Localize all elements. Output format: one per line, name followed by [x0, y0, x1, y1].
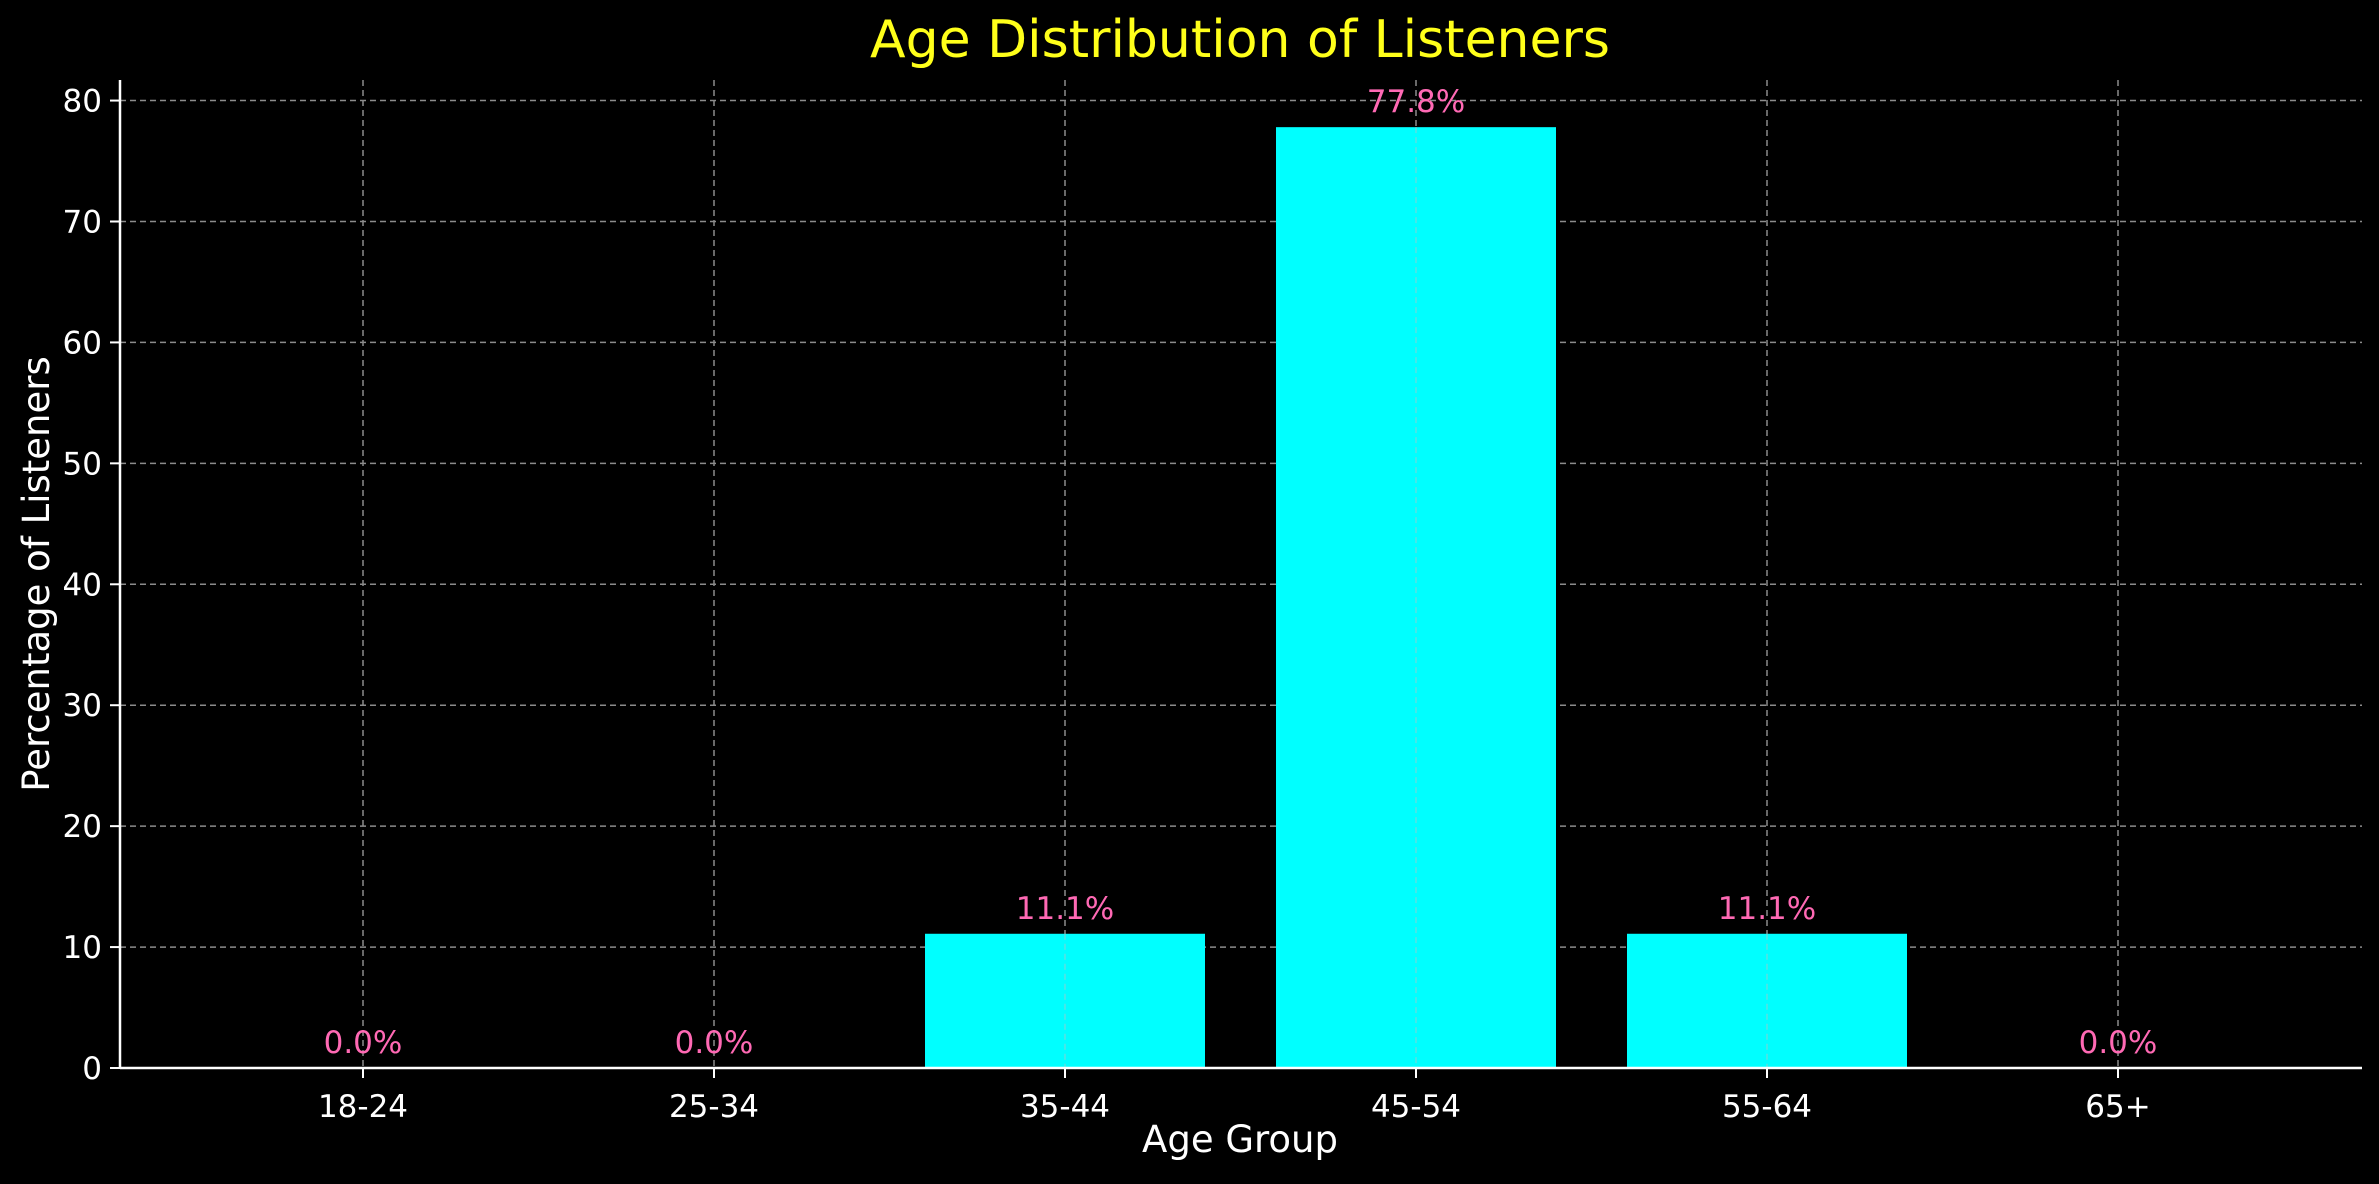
y-tick-label: 50	[63, 446, 102, 482]
x-tick-label: 35-44	[1020, 1089, 1110, 1125]
y-tick-label: 70	[63, 204, 102, 240]
gridlines	[120, 80, 2362, 1068]
y-tick-label: 80	[63, 84, 102, 120]
axes	[118, 80, 2362, 1070]
y-tick-label: 60	[63, 325, 102, 361]
x-tick-label: 18-24	[318, 1089, 408, 1125]
bars	[925, 127, 1907, 1069]
value-labels: 0.0% 0.0% 11.1% 77.8% 11.1% 0.0%	[324, 84, 2158, 1061]
y-tick-label: 30	[63, 688, 102, 724]
chart-title: Age Distribution of Listeners	[870, 10, 1610, 70]
x-tick-label: 25-34	[669, 1089, 759, 1125]
value-label: 11.1%	[1016, 891, 1114, 927]
x-tick-label: 65+	[2085, 1089, 2150, 1125]
value-label: 11.1%	[1718, 891, 1816, 927]
value-label: 0.0%	[2079, 1025, 2158, 1061]
value-label: 0.0%	[324, 1025, 403, 1061]
x-axis-label: Age Group	[1142, 1118, 1338, 1161]
y-tick-label: 10	[63, 930, 102, 966]
y-axis-label: Percentage of Listeners	[15, 356, 58, 791]
value-label: 0.0%	[675, 1025, 754, 1061]
x-tick-label: 55-64	[1722, 1089, 1812, 1125]
value-label: 77.8%	[1367, 84, 1465, 120]
y-tick-label: 0	[82, 1051, 102, 1087]
axis-ticks: 0 10 20 30 40 50 60 70 80 18-24 25-34 35-44 45-54 55-…	[63, 84, 2151, 1125]
x-tick-label: 45-54	[1371, 1089, 1461, 1125]
y-tick-label: 20	[63, 809, 102, 845]
y-tick-label: 40	[63, 567, 102, 603]
